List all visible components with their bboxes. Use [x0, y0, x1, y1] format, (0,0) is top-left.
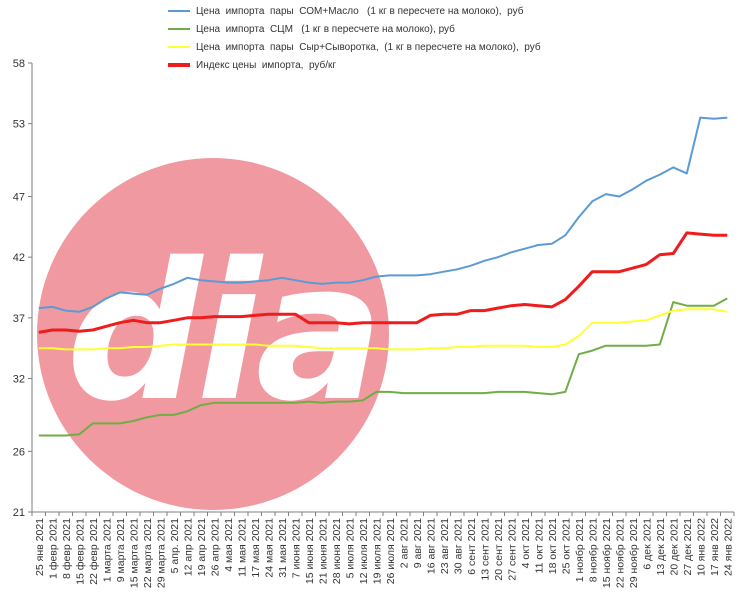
x-tick-label: 5 апр. 2021 — [169, 518, 181, 573]
dia-logo-watermark: dia — [37, 158, 389, 510]
x-tick-label: 4 окт 2021 — [520, 518, 532, 569]
legend-item: Индекс цены импорта, руб/кг — [168, 56, 541, 74]
y-tick-label: 47 — [13, 191, 25, 203]
x-tick-label: 22 февр 2021 — [88, 518, 100, 585]
x-tick-label: 16 авг 2021 — [425, 518, 437, 574]
x-tick-label: 25 окт 2021 — [560, 518, 572, 574]
x-tick-label: 22 ноябр 2021 — [614, 518, 626, 588]
x-tick-label: 9 авг 2021 — [412, 518, 424, 568]
x-tick-label: 28 июня 2021 — [331, 518, 343, 584]
y-tick-label: 58 — [13, 58, 25, 70]
x-tick-label: 31 мая 2021 — [277, 518, 289, 578]
series-line-4 — [38, 231, 728, 334]
x-tick-label: 2 авг 2021 — [398, 518, 410, 568]
x-tick-label: 4 мая 2021 — [223, 518, 235, 572]
x-tick-label: 11 мая 2021 — [236, 518, 248, 577]
x-tick-label: 24 мая 2021 — [263, 518, 275, 578]
series-layer — [38, 116, 728, 437]
x-tick-label: 19 апр 2021 — [196, 518, 208, 576]
x-tick-label: 13 дек 2021 — [655, 518, 667, 576]
x-tick-label: 6 сент 2021 — [466, 518, 478, 575]
legend-item: Цена импорта пары Сыр+Сыворотка, (1 кг в… — [168, 38, 541, 56]
y-tick-label: 32 — [13, 374, 25, 386]
y-tick-label: 26 — [13, 446, 25, 458]
legend-label: Цена импорта СЦМ (1 кг в пересчете на мо… — [196, 23, 455, 35]
x-tick-label: 22 марта 2021 — [142, 518, 154, 588]
x-tick-label: 20 дек 2021 — [668, 518, 680, 576]
x-tick-label: 23 авг 2021 — [439, 518, 451, 574]
x-tick-label: 18 окт 2021 — [547, 518, 559, 574]
x-tick-label: 12 июля 2021 — [358, 518, 370, 584]
x-tick-label: 15 ноябр 2021 — [601, 518, 613, 588]
legend-swatch — [168, 63, 190, 67]
y-tick-label: 53 — [13, 119, 25, 131]
x-tick-label: 8 февр 2021 — [61, 518, 73, 579]
x-tick-label: 17 мая 2021 — [250, 518, 262, 578]
x-tick-label: 7 июня 2021 — [290, 518, 302, 578]
legend-item: Цена импорта пары СОМ+Масло (1 кг в пере… — [168, 2, 541, 20]
x-tick-labels: 25 янв 2021 1 февр 2021 8 февр 2021 15 февр… — [34, 518, 735, 588]
axes: 21 26 32 37 42 47 53 58 — [13, 58, 735, 519]
x-tick-label: 15 февр 2021 — [74, 518, 86, 585]
x-tick-label: 27 дек 2021 — [682, 518, 694, 576]
y-tick-label: 21 — [13, 507, 25, 519]
legend-label: Цена импорта пары СОМ+Масло (1 кг в пере… — [196, 5, 524, 17]
x-tick-label: 1 ноябр 2021 — [574, 518, 586, 582]
y-tick-label: 42 — [13, 252, 25, 264]
x-tick-label: 20 сент 2021 — [493, 518, 505, 581]
series-line-1 — [38, 116, 728, 313]
x-tick-label: 1 марта 2021 — [101, 518, 113, 582]
x-tick-label: 17 янв 2022 — [709, 518, 721, 576]
legend-swatch — [168, 10, 190, 12]
x-tick-label: 19 июля 2021 — [371, 518, 383, 584]
series-line-2 — [38, 297, 728, 437]
x-tick-label: 29 ноябр 2021 — [628, 518, 640, 588]
x-tick-label: 11 окт 2021 — [533, 518, 545, 574]
x-tick-label: 13 сент 2021 — [479, 518, 491, 581]
x-tick-label: 6 дек 2021 — [641, 518, 653, 570]
x-tick-label: 27 сент 2021 — [506, 518, 518, 581]
x-tick-label: 9 марта 2021 — [115, 518, 127, 582]
logo-text: dia — [66, 222, 377, 443]
series-line-3 — [38, 308, 728, 351]
x-tick-label: 5 июля 2021 — [344, 518, 356, 579]
legend: Цена импорта пары СОМ+Масло (1 кг в пере… — [168, 2, 541, 74]
x-tick-label: 26 апр 2021 — [209, 518, 221, 576]
legend-swatch — [168, 46, 190, 48]
x-tick-label: 24 янв 2022 — [722, 518, 734, 576]
x-tick-label: 21 июня 2021 — [317, 518, 329, 584]
x-tick-label: 15 июня 2021 — [304, 518, 316, 584]
x-tick-label: 12 апр 2021 — [182, 518, 194, 576]
x-tick-label: 30 авг 2021 — [452, 518, 464, 574]
x-tick-label: 15 марта 2021 — [128, 518, 140, 588]
legend-item: Цена импорта СЦМ (1 кг в пересчете на мо… — [168, 20, 541, 38]
x-tick-label: 29 марта 2021 — [155, 518, 167, 588]
y-tick-label: 37 — [13, 313, 25, 325]
legend-swatch — [168, 28, 190, 30]
x-tick-label: 26 июля 2021 — [385, 518, 397, 584]
x-tick-label: 25 янв 2021 — [34, 518, 46, 576]
legend-label: Цена импорта пары Сыр+Сыворотка, (1 кг в… — [196, 41, 541, 53]
x-tick-label: 8 ноябр 2021 — [587, 518, 599, 582]
x-tick-label: 10 янв 2022 — [695, 518, 707, 576]
legend-label: Индекс цены импорта, руб/кг — [196, 59, 337, 71]
x-tick-label: 1 февр 2021 — [47, 518, 59, 579]
